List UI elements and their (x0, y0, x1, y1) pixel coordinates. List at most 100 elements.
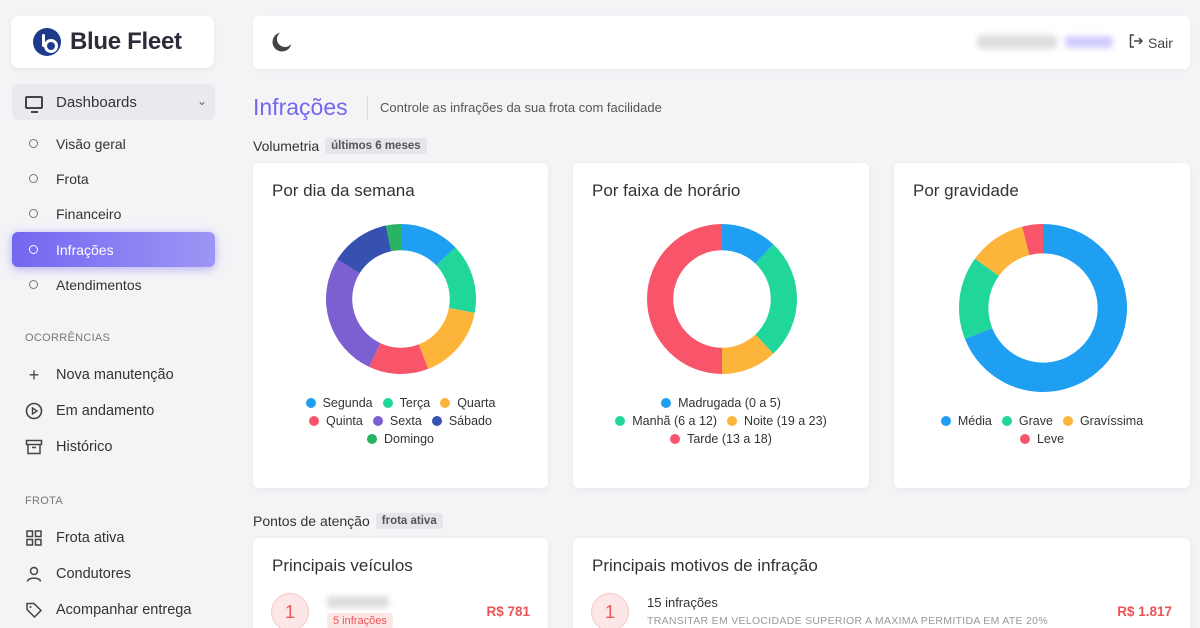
play-circle-icon (24, 401, 44, 421)
legend-item[interactable]: Terça (382, 394, 430, 412)
legend-row: Média Grave Gravíssima (894, 412, 1190, 430)
motivo-count: 15 infrações (647, 595, 718, 610)
sidebar-item-frota-ativa[interactable]: Frota ativa (12, 522, 215, 554)
legend-label: Madrugada (0 a 5) (678, 396, 781, 410)
legend-label: Domingo (383, 432, 435, 446)
chart-card-dia-semana: Por dia da semana Segunda Terça Quarta Quin… (253, 163, 548, 488)
donut-slice[interactable] (975, 226, 1030, 276)
page-title: Infrações (253, 94, 348, 120)
donut-slice[interactable] (964, 224, 1127, 392)
sidebar-item-nova-manutencao[interactable]: + Nova manutenção (12, 359, 215, 391)
logo-icon (33, 28, 61, 56)
legend-item[interactable]: Noite (19 a 23) (727, 412, 827, 430)
donut-slice[interactable] (1022, 224, 1043, 256)
legend-item[interactable]: Sexta (372, 412, 422, 430)
moon-icon[interactable] (277, 31, 293, 47)
motivo-amount: R$ 1.817 (1117, 604, 1172, 619)
sidebar-item-label: Financeiro (56, 205, 122, 222)
legend-item[interactable]: Média (940, 412, 992, 430)
pontos-badge: frota ativa (375, 513, 443, 529)
sidebar-item-infracoes[interactable]: Infrações (12, 232, 215, 267)
card-title: Principais motivos de infração (592, 556, 818, 575)
chart-title: Por gravidade (913, 181, 1019, 200)
sidebar-item-atendimentos[interactable]: Atendimentos (12, 267, 215, 302)
infractions-count-badge: 5 infrações (327, 613, 393, 628)
legend-label: Média (957, 414, 992, 428)
legend-row: Manhã (6 a 12) Noite (19 a 23) (573, 412, 869, 430)
rank-badge: 1 (591, 593, 629, 628)
legend-label: Sexta (389, 414, 422, 428)
legend-item[interactable]: Gravíssima (1062, 412, 1143, 430)
sidebar-item-label: Visão geral (56, 135, 126, 152)
legend-item[interactable]: Leve (1019, 430, 1064, 448)
legend-item[interactable]: Quinta (309, 412, 363, 430)
grid-icon (24, 528, 44, 548)
donut-slice[interactable] (722, 334, 774, 374)
sidebar-item-historico[interactable]: Histórico (12, 431, 215, 463)
circle-icon (29, 245, 38, 254)
sidebar-item-label: Acompanhar entrega (56, 602, 192, 618)
donut-slice[interactable] (369, 343, 429, 374)
donut-slice[interactable] (418, 308, 475, 369)
legend-label: Tarde (13 a 18) (687, 432, 772, 446)
legend-label: Quarta (457, 396, 496, 410)
donut-chart-dia-semana (325, 224, 476, 374)
donut-slice[interactable] (436, 247, 476, 313)
motivo-description: TRANSITAR EM VELOCIDADE SUPERIOR A MAXIM… (647, 615, 1048, 627)
legend-dot (372, 416, 383, 426)
dashboards-label: Dashboards (56, 93, 137, 111)
volumetria-label: Volumetria (253, 138, 320, 154)
sidebar-item-label: Em andamento (56, 403, 155, 419)
circle-icon (29, 139, 38, 148)
legend-item[interactable]: Tarde (13 a 18) (670, 430, 772, 448)
sidebar-item-frota[interactable]: Frota (12, 161, 215, 196)
donut-chart-gravidade (959, 224, 1127, 392)
donut-slice[interactable] (755, 244, 797, 354)
legend-dot (1062, 416, 1073, 426)
sidebar-item-em-andamento[interactable]: Em andamento (12, 395, 215, 427)
circle-icon (29, 209, 38, 218)
legend-item[interactable]: Sábado (431, 412, 492, 430)
chart-legend: Madrugada (0 a 5) Manhã (6 a 12) Noite (19… (573, 394, 869, 448)
legend-row: Segunda Terça Quarta (253, 394, 548, 412)
archive-icon (24, 437, 44, 457)
legend-dot (440, 398, 451, 408)
chart-title: Por faixa de horário (592, 181, 741, 200)
card-title: Principais veículos (272, 556, 413, 575)
sidebar-item-visao-geral[interactable]: Visão geral (12, 126, 215, 161)
legend-item[interactable]: Madrugada (0 a 5) (661, 394, 781, 412)
donut-slice[interactable] (959, 258, 999, 339)
logout-button[interactable]: Sair (1128, 33, 1173, 53)
card-principais-veiculos: Principais veículos 1 5 infrações R$ 781 (253, 538, 548, 628)
card-principais-motivos: Principais motivos de infração 1 15 infr… (573, 538, 1190, 628)
legend-dot (727, 416, 738, 426)
legend-item[interactable]: Manhã (6 a 12) (615, 412, 717, 430)
volumetria-period-badge: últimos 6 meses (325, 138, 427, 154)
logout-label: Sair (1148, 35, 1173, 51)
dashboards-menu-toggle[interactable]: Dashboards ⌄ (12, 84, 215, 120)
sidebar-item-condutores[interactable]: Condutores (12, 558, 215, 590)
sidebar-item-label: Frota (56, 170, 89, 187)
legend-item[interactable]: Segunda (305, 394, 373, 412)
donut-slice[interactable] (325, 259, 381, 367)
legend-dot (309, 416, 320, 426)
donut-chart-faixa-horario (647, 224, 797, 374)
legend-dot (940, 416, 951, 426)
legend-dot (1001, 416, 1012, 426)
donut-slice[interactable] (401, 224, 456, 266)
donut-slice[interactable] (647, 224, 722, 374)
legend-item[interactable]: Quarta (440, 394, 495, 412)
sidebar-item-financeiro[interactable]: Financeiro (12, 196, 215, 231)
donut-slice[interactable] (722, 224, 774, 264)
donut-slice[interactable] (337, 225, 392, 274)
legend-dot (661, 398, 672, 408)
legend-item[interactable]: Grave (1001, 412, 1053, 430)
donut-slice[interactable] (385, 224, 401, 252)
brand-logo[interactable]: Blue Fleet (11, 16, 214, 68)
volumetria-heading: Volumetria últimos 6 meses (253, 138, 427, 154)
legend-dot (1019, 434, 1030, 444)
legend-item[interactable]: Domingo (366, 430, 435, 448)
sidebar-item-acompanhar-entrega[interactable]: Acompanhar entrega (12, 594, 215, 626)
chart-legend: Segunda Terça Quarta Quinta Sexta Sábado Domin… (253, 394, 548, 448)
sidebar-item-label: Atendimentos (56, 276, 142, 293)
